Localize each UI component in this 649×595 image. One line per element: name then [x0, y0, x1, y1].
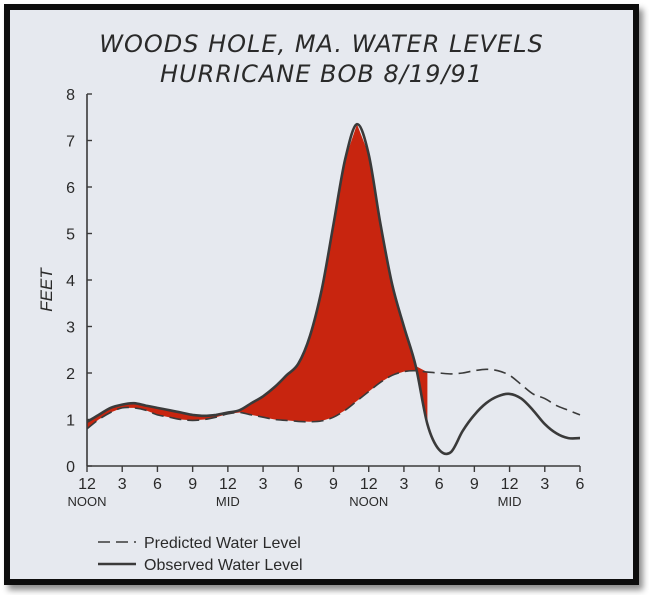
- y-tick-label: 6: [66, 180, 75, 197]
- x-tick-label: 6: [435, 476, 444, 493]
- x-tick-label: 9: [470, 476, 479, 493]
- y-axis-label: FEET: [37, 267, 56, 312]
- x-tick-label: 12: [78, 476, 96, 493]
- x-sub-label: MID: [498, 494, 522, 509]
- x-sub-label: NOON: [68, 494, 107, 509]
- y-tick-label: 2: [66, 366, 75, 383]
- x-tick-label: 6: [576, 476, 585, 493]
- predicted-water-level-line: [86, 368, 581, 430]
- storm-surge-area: [87, 124, 428, 429]
- y-tick-label: 1: [66, 413, 75, 430]
- x-tick-label: 3: [118, 476, 127, 493]
- y-tick-label: 8: [66, 87, 75, 104]
- x-tick-label: 6: [294, 476, 303, 493]
- x-tick-label: 6: [153, 476, 162, 493]
- chart-title: WOODS HOLE, MA. WATER LEVELS: [99, 30, 544, 58]
- observed-water-level-line: [86, 122, 581, 456]
- y-tick-label: 7: [66, 134, 75, 151]
- x-sub-label: MID: [216, 494, 240, 509]
- x-tick-label: 12: [219, 476, 237, 493]
- x-tick-label: 12: [360, 476, 378, 493]
- legend-label: Observed Water Level: [144, 557, 303, 574]
- x-sub-label: NOON: [349, 494, 388, 509]
- legend-label: Predicted Water Level: [144, 535, 301, 552]
- x-tick-label: 12: [501, 476, 519, 493]
- chart-subtitle: HURRICANE BOB 8/19/91: [160, 60, 483, 88]
- x-tick-label: 9: [329, 476, 338, 493]
- y-tick-label: 0: [66, 459, 75, 476]
- chart-frame: WOODS HOLE, MA. WATER LEVELS HURRICANE B…: [4, 4, 639, 585]
- series-lines-layer: [86, 122, 581, 456]
- y-tick-label: 5: [66, 227, 75, 244]
- y-tick-label: 4: [66, 273, 75, 290]
- x-tick-label: 3: [540, 476, 549, 493]
- legend: Predicted Water Level Observed Water Leve…: [98, 535, 303, 574]
- x-tick-label: 3: [399, 476, 408, 493]
- surge-area-layer: [87, 124, 428, 429]
- x-tick-label: 3: [259, 476, 268, 493]
- x-tick-label: 9: [188, 476, 197, 493]
- axes-layer: [86, 93, 581, 472]
- y-tick-label: 3: [66, 320, 75, 337]
